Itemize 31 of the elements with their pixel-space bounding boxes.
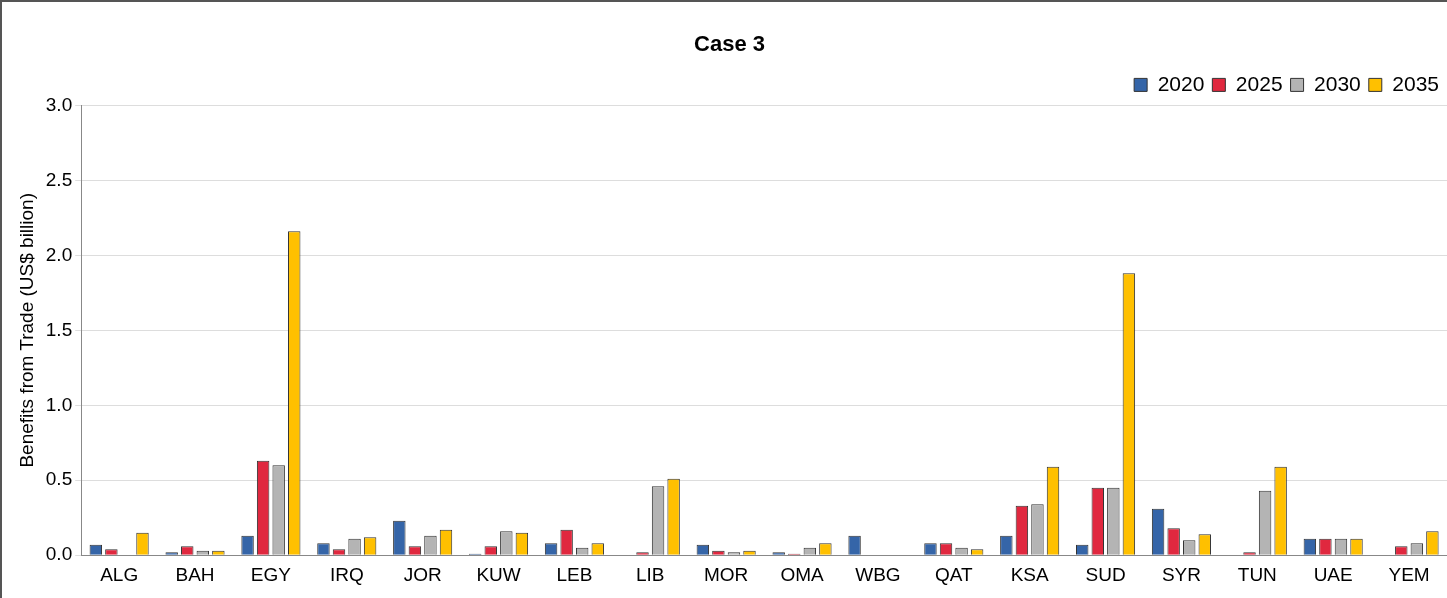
y-tick-label: 1.5 <box>45 318 73 340</box>
legend-label: 2030 <box>1314 71 1361 95</box>
x-tick-label: QAT <box>934 563 974 585</box>
y-tick-label: 0.0 <box>45 543 73 565</box>
x-tick-label: JOR <box>403 563 442 585</box>
y-tick-label: 2.5 <box>45 168 73 190</box>
x-tick-label: MOR <box>704 563 749 585</box>
y-tick-label: 2.0 <box>45 243 73 265</box>
legend-label: 2025 <box>1235 71 1283 95</box>
x-tick-label: SUD <box>1085 563 1126 585</box>
x-tick-label: LIB <box>636 563 665 585</box>
legend-label: 2035 <box>1392 71 1439 95</box>
x-tick-label: YEM <box>1388 563 1430 585</box>
x-tick-label: EGY <box>250 563 292 585</box>
x-tick-label: LEB <box>556 563 593 585</box>
x-tick-label: TUN <box>1237 563 1277 585</box>
y-tick-label: 3.0 <box>45 93 73 115</box>
x-tick-label: KSA <box>1010 563 1050 585</box>
x-tick-label: KUW <box>476 563 521 585</box>
x-tick-label: OMA <box>780 563 825 585</box>
x-tick-label: ALG <box>100 563 139 585</box>
x-tick-label: BAH <box>175 563 215 585</box>
legend-label: 2020 <box>1157 71 1205 95</box>
x-tick-label: SYR <box>1161 563 1201 585</box>
chart-title: Case 3 <box>694 31 765 57</box>
y-axis-title: Benefits from Trade (US$ billion) <box>15 193 37 468</box>
x-tick-label: WBG <box>855 563 901 585</box>
x-tick-label: IRQ <box>329 563 364 585</box>
x-tick-label: UAE <box>1313 563 1353 585</box>
y-tick-label: 0.5 <box>45 468 73 490</box>
y-tick-label: 1.0 <box>45 393 73 415</box>
